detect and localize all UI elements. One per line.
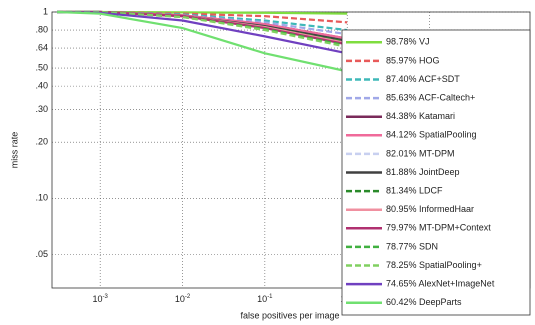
legend-label: 84.38% Katamari [386,111,455,121]
y-tick-label: .20 [35,137,48,147]
legend-label: 87.40% ACF+SDT [386,74,460,84]
x-tick-base: 10 [257,294,267,304]
y-tick-label: .50 [35,62,48,72]
legend-label: 60.42% DeepParts [386,297,462,307]
x-tick-base: 10 [92,294,102,304]
x-tick-exponent: -2 [185,294,191,300]
legend-label: 80.95% InformedHaar [386,204,474,214]
legend-label: 79.97% MT-DPM+Context [386,223,491,233]
x-tick-label: 10-3 [92,294,108,305]
y-tick-label: .64 [35,42,48,52]
x-tick-base: 10 [175,294,185,304]
y-tick-label: .10 [35,193,48,203]
legend-box [341,29,531,316]
y-tick-label: .05 [35,249,48,259]
legend-label: 81.34% LDCF [386,185,443,195]
legend-label: 81.88% JointDeep [386,167,460,177]
y-tick-label: .30 [35,104,48,114]
legend-label: 84.12% SpatialPooling [386,130,477,140]
x-tick-label: 10-1 [257,294,273,305]
legend-label: 85.97% HOG [386,55,440,65]
series-line [57,10,348,73]
y-tick-label: .80 [35,24,48,34]
legend-label: 78.25% SpatialPooling+ [386,260,482,270]
legend-label: 98.78% VJ [386,37,430,47]
y-tick-label: .40 [35,81,48,91]
legend-label: 74.65% AlexNet+ImageNet [386,278,495,288]
y-axis-label: miss rate [9,132,19,169]
x-tick-exponent: -3 [103,294,109,300]
x-tick-exponent: -1 [267,294,273,300]
legend-label: 78.77% SDN [386,241,438,251]
x-tick-label: 10-2 [175,294,191,305]
legend-label: 82.01% MT-DPM [386,148,455,158]
legend-label: 85.63% ACF-Caltech+ [386,92,475,102]
x-axis-label: false positives per image [240,310,339,320]
y-tick-label: 1 [43,6,48,16]
